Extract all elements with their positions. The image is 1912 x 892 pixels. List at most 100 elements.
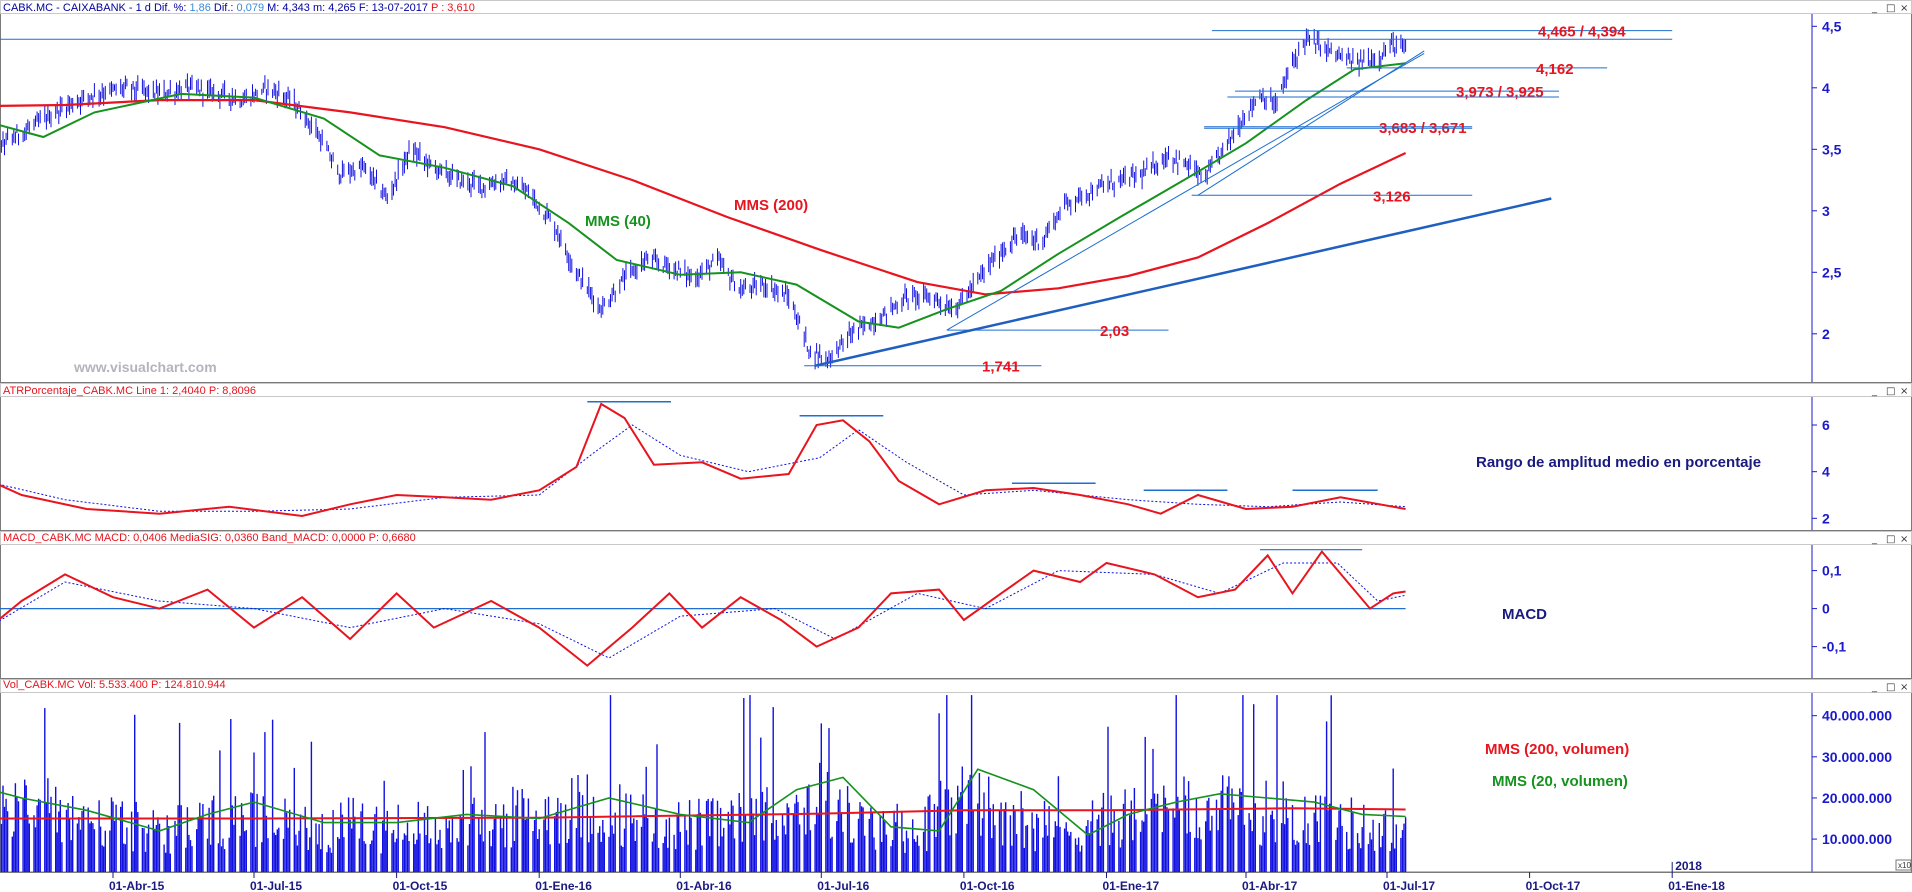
volume-bar bbox=[772, 707, 774, 872]
volume-bar bbox=[656, 744, 658, 872]
volume-bar bbox=[678, 802, 680, 872]
volume-bar bbox=[423, 812, 426, 872]
volume-bar bbox=[850, 842, 852, 872]
maximize-button[interactable]: □ bbox=[1886, 386, 1895, 397]
volume-bar bbox=[467, 845, 469, 872]
volume-bar bbox=[275, 835, 277, 872]
volume-bar bbox=[640, 826, 643, 872]
volume-bar bbox=[13, 831, 15, 872]
volume-bar bbox=[753, 835, 756, 872]
volume-bar bbox=[947, 789, 950, 872]
close-button[interactable]: × bbox=[1900, 386, 1908, 397]
header-part: M: 4,343 m: 4,265 F: 13-07-2017 bbox=[264, 2, 431, 14]
volume-bar bbox=[730, 800, 733, 872]
volume-bar bbox=[1015, 834, 1018, 872]
macd-y-tick-label: -0,1 bbox=[1822, 639, 1846, 655]
volume-bar bbox=[1308, 844, 1311, 872]
volume-bar bbox=[479, 834, 481, 872]
close-button[interactable]: × bbox=[1900, 534, 1908, 545]
volume-bar bbox=[642, 794, 644, 872]
volume-bar bbox=[208, 807, 210, 872]
x-tick-label: 01-Jul-15 bbox=[250, 879, 302, 892]
volume-bar bbox=[1195, 798, 1198, 872]
volume-bar bbox=[447, 828, 449, 872]
volume-bar bbox=[1231, 788, 1233, 872]
volume-bar bbox=[82, 806, 85, 872]
volume-bar bbox=[1043, 800, 1046, 872]
volume-bar bbox=[1068, 835, 1070, 872]
volume-bar bbox=[777, 835, 779, 872]
volume-bar bbox=[152, 810, 154, 872]
volume-bar bbox=[492, 829, 494, 872]
volume-bar bbox=[1285, 798, 1287, 872]
scale-badge-box[interactable] bbox=[1895, 859, 1912, 871]
volume-bar bbox=[340, 802, 342, 872]
volume-bar bbox=[938, 713, 940, 872]
volume-bar bbox=[157, 817, 159, 872]
volume-bar bbox=[315, 823, 317, 872]
volume-bar bbox=[859, 802, 861, 872]
volume-bar bbox=[1287, 818, 1289, 872]
maximize-button[interactable]: □ bbox=[1886, 682, 1895, 693]
scale-badge[interactable]: x10 bbox=[1898, 861, 1911, 870]
window-controls[interactable]: _ □ × _ □ × _ □ × _ □ × bbox=[1871, 3, 1908, 693]
volume-bar bbox=[1189, 831, 1191, 872]
volume-bar bbox=[884, 821, 886, 872]
volume-bar bbox=[33, 815, 35, 872]
volume-bar bbox=[645, 766, 647, 872]
volume-bar bbox=[11, 836, 13, 872]
volume-bar bbox=[927, 796, 929, 872]
volume-bar bbox=[926, 851, 928, 872]
volume-bar bbox=[1265, 780, 1267, 872]
level-label: 4,162 bbox=[1536, 61, 1574, 78]
volume-bar bbox=[166, 815, 168, 872]
macd-y-tick-label: 0,1 bbox=[1822, 563, 1842, 579]
atr-header-bar bbox=[0, 383, 1912, 397]
volume-bar bbox=[1022, 808, 1024, 872]
volume-bar bbox=[1167, 810, 1170, 872]
price-panel-frame bbox=[0, 0, 1912, 383]
volume-bar bbox=[978, 773, 981, 872]
volume-bar bbox=[1259, 844, 1261, 872]
price-y-tick-label: 4,5 bbox=[1822, 18, 1842, 34]
maximize-button[interactable]: □ bbox=[1886, 3, 1895, 14]
maximize-button[interactable]: □ bbox=[1886, 534, 1895, 545]
mms40-line bbox=[0, 62, 1406, 329]
volume-bar bbox=[1378, 823, 1380, 872]
volume-bar bbox=[611, 825, 613, 872]
volume-bar bbox=[949, 835, 951, 872]
volume-bar bbox=[402, 839, 404, 872]
volume-bar bbox=[68, 819, 71, 872]
volume-bar bbox=[395, 838, 398, 872]
volume-bar bbox=[1401, 830, 1404, 872]
volume-bar bbox=[831, 836, 833, 872]
volume-bar bbox=[484, 732, 486, 872]
volume-bar bbox=[568, 839, 570, 872]
volume-bar bbox=[92, 823, 94, 872]
volume-bar bbox=[27, 814, 29, 872]
volume-bar bbox=[890, 846, 892, 872]
close-button[interactable]: × bbox=[1900, 682, 1908, 693]
volume-bar bbox=[657, 847, 660, 872]
volume-bar bbox=[546, 830, 548, 872]
atr-y-tick-label: 6 bbox=[1822, 417, 1830, 433]
price-y-tick-label: 3 bbox=[1822, 203, 1830, 219]
volume-bar bbox=[188, 834, 190, 872]
volume-bar bbox=[533, 820, 536, 872]
minimize-button[interactable]: _ bbox=[1871, 386, 1878, 397]
volume-bar bbox=[481, 809, 483, 872]
volume-bar bbox=[321, 814, 323, 872]
minimize-button[interactable]: _ bbox=[1871, 534, 1878, 545]
close-button[interactable]: × bbox=[1900, 3, 1908, 14]
minimize-button[interactable]: _ bbox=[1871, 3, 1878, 14]
volume-bar bbox=[1229, 819, 1232, 872]
volume-bar bbox=[233, 824, 235, 872]
volume-bar bbox=[750, 798, 753, 872]
volume-bar bbox=[326, 852, 328, 872]
minimize-button[interactable]: _ bbox=[1871, 682, 1878, 693]
volume-bar bbox=[1046, 835, 1049, 872]
volume-bar bbox=[744, 814, 747, 872]
volume-bar bbox=[944, 789, 946, 872]
volume-bar bbox=[1307, 823, 1309, 872]
